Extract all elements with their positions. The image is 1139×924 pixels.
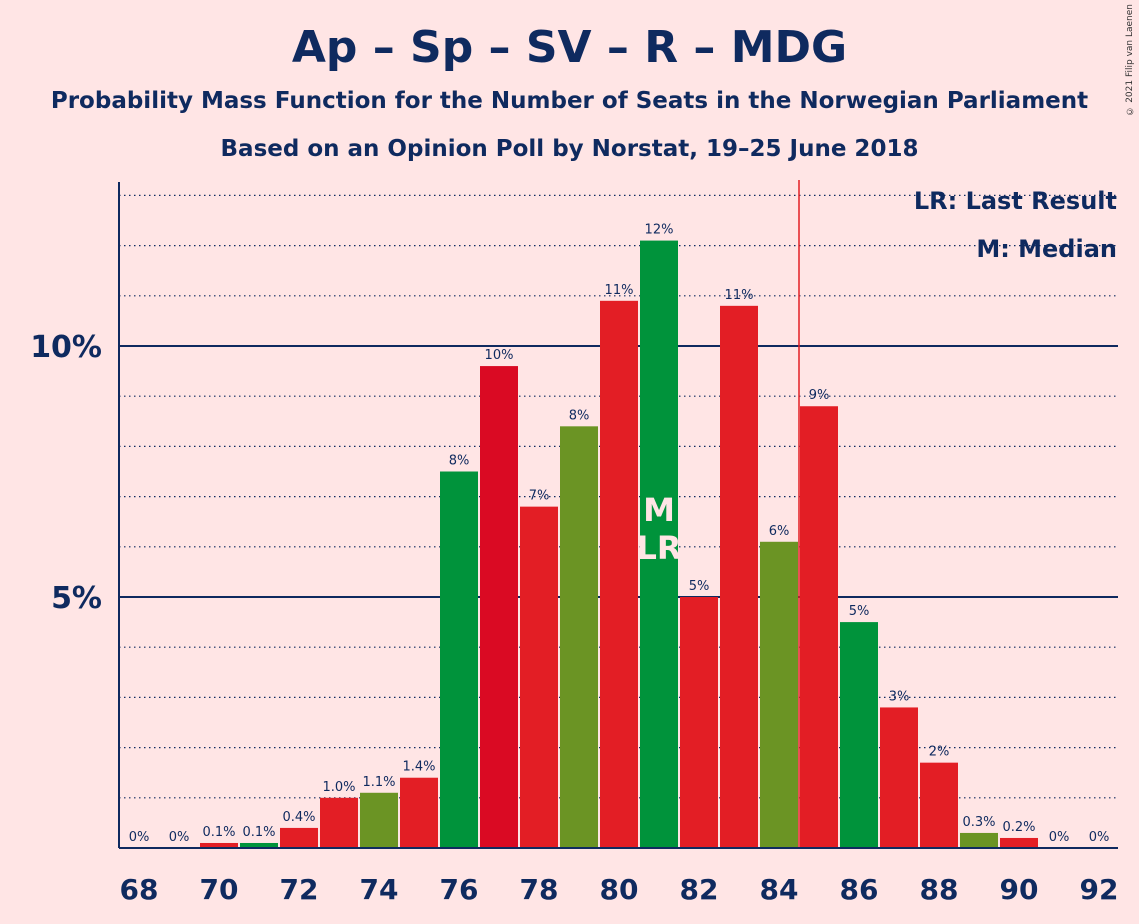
x-tick-label: 74 xyxy=(360,873,399,906)
bar-73 xyxy=(320,797,358,848)
data-label-89: 0.3% xyxy=(962,815,995,830)
bar-81 xyxy=(640,240,678,848)
legend-entry: M: Median xyxy=(976,235,1117,263)
bar-71 xyxy=(240,842,278,848)
x-tick-label: 80 xyxy=(600,873,639,906)
x-tick-label: 68 xyxy=(120,873,159,906)
bar-78 xyxy=(520,506,558,848)
bar-70 xyxy=(200,842,238,848)
y-tick-label: 5% xyxy=(51,581,102,616)
data-label-86: 5% xyxy=(849,604,870,619)
chart-subtitle: Probability Mass Function for the Number… xyxy=(50,88,1089,114)
x-tick-label: 92 xyxy=(1080,873,1119,906)
data-label-84: 6% xyxy=(769,524,790,539)
data-label-75: 1.4% xyxy=(402,760,435,775)
data-label-87: 3% xyxy=(889,689,910,704)
bar-85 xyxy=(800,406,838,848)
data-label-70: 0.1% xyxy=(202,825,235,840)
x-tick-label: 90 xyxy=(1000,873,1039,906)
bar-84 xyxy=(760,541,798,848)
bar-89 xyxy=(960,832,998,848)
x-tick-label: 78 xyxy=(520,873,559,906)
bar-82 xyxy=(680,597,718,848)
bar-76 xyxy=(440,471,478,848)
last-result-marker: LR xyxy=(636,529,681,567)
data-label-85: 9% xyxy=(809,388,830,403)
axes: 5% 10% 68 70 72 74 76 78 80 82 84 86 88 90 92 xyxy=(30,182,1118,906)
bar-79 xyxy=(560,426,598,848)
data-label-74: 1.1% xyxy=(362,775,395,790)
bar-75 xyxy=(400,777,438,848)
bar-86 xyxy=(840,622,878,848)
legend: LR: Last Result M: Median xyxy=(914,187,1117,263)
bars xyxy=(200,240,1038,849)
bar-72 xyxy=(280,827,318,848)
data-label-76: 8% xyxy=(449,454,470,469)
median-marker: M xyxy=(643,491,675,529)
data-label-78: 7% xyxy=(529,489,550,504)
x-tick-label: 70 xyxy=(200,873,239,906)
bar-90 xyxy=(1000,837,1038,848)
data-label-72: 0.4% xyxy=(282,810,315,825)
x-tick-label: 76 xyxy=(440,873,479,906)
x-tick-label: 72 xyxy=(280,873,319,906)
chart-title: Ap – Sp – SV – R – MDG xyxy=(291,22,848,73)
data-label-80: 11% xyxy=(605,283,634,298)
data-label-90: 0.2% xyxy=(1002,820,1035,835)
data-label-71: 0.1% xyxy=(242,825,275,840)
bar-80 xyxy=(600,300,638,848)
data-label-68: 0% xyxy=(129,830,150,845)
data-label-88: 2% xyxy=(929,745,950,760)
chart-subtitle-2: Based on an Opinion Poll by Norstat, 19–… xyxy=(220,136,919,162)
x-tick-label: 88 xyxy=(920,873,959,906)
y-tick-label: 10% xyxy=(30,330,102,365)
bar-77 xyxy=(480,366,518,848)
data-label-83: 11% xyxy=(725,288,754,303)
data-label-77: 10% xyxy=(485,348,514,363)
x-tick-label: 82 xyxy=(680,873,719,906)
bar-87 xyxy=(880,707,918,848)
data-label-69: 0% xyxy=(169,830,190,845)
legend-entry: LR: Last Result xyxy=(914,187,1117,215)
markers: MLR xyxy=(636,491,681,567)
bar-88 xyxy=(920,762,958,848)
data-labels: 0% 0% 0.1% 0.1% 0.4% 1.0% 1.1% 1.4% 8% 10% 7% 8% 11%… xyxy=(129,223,1110,845)
data-label-91: 0% xyxy=(1049,830,1070,845)
data-label-82: 5% xyxy=(689,579,710,594)
bar-74 xyxy=(360,792,398,848)
x-tick-label: 86 xyxy=(840,873,879,906)
data-label-79: 8% xyxy=(569,408,590,423)
bar-83 xyxy=(720,305,758,849)
data-label-92: 0% xyxy=(1089,830,1110,845)
data-label-81: 12% xyxy=(645,223,674,238)
x-tick-label: 84 xyxy=(760,873,799,906)
data-label-73: 1.0% xyxy=(322,780,355,795)
